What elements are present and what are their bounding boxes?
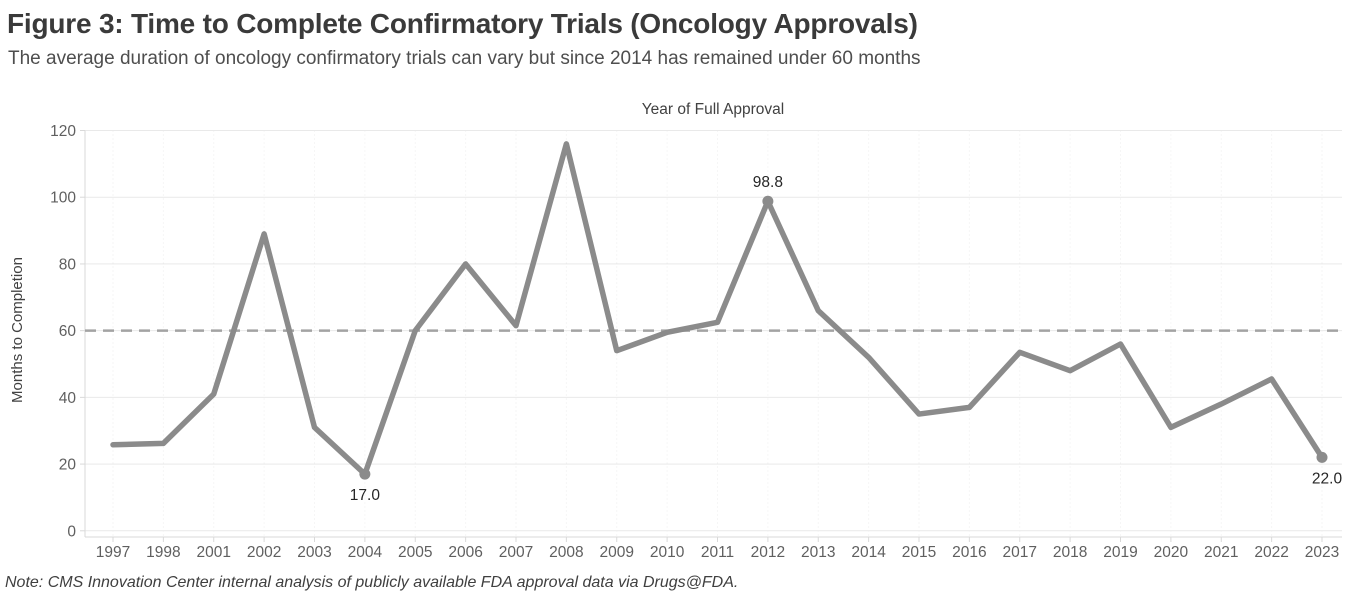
x-tick-label: 2021 xyxy=(1204,544,1238,561)
x-tick-label: 2019 xyxy=(1103,544,1137,561)
x-tick-label: 1998 xyxy=(146,544,180,561)
data-point-marker xyxy=(359,468,371,480)
data-point-label: 22.0 xyxy=(1312,470,1343,487)
x-tick-label: 2022 xyxy=(1254,544,1288,561)
x-tick-label: 2020 xyxy=(1154,544,1189,561)
y-axis-title: Months to Completion xyxy=(9,257,26,403)
y-tick-label: 20 xyxy=(59,457,77,474)
x-tick-label: 2016 xyxy=(952,544,986,561)
x-tick-label: 2001 xyxy=(197,544,231,561)
x-tick-label: 2007 xyxy=(499,544,533,561)
plot-area: 0 20 40 60 80 100 120 1997 1998 2001 2002 2003 2004 2… xyxy=(50,123,1342,561)
y-tick-label: 60 xyxy=(59,323,77,340)
x-tick-label: 2006 xyxy=(448,544,482,561)
x-tick-label: 2003 xyxy=(297,544,331,561)
x-tick-label: 2015 xyxy=(902,544,936,561)
x-tick-label: 2002 xyxy=(247,544,281,561)
y-tick-label: 80 xyxy=(59,256,77,273)
x-tick-label: 2005 xyxy=(398,544,432,561)
x-tick-label: 2012 xyxy=(751,544,785,561)
x-tick-label: 2014 xyxy=(851,544,886,561)
x-axis-title: Year of Full Approval xyxy=(642,101,784,118)
x-tick-label: 2013 xyxy=(801,544,835,561)
y-tick-label: 120 xyxy=(50,123,76,140)
x-tick-label: 2008 xyxy=(549,544,583,561)
data-point-marker xyxy=(762,195,774,207)
figure-title: Figure 3: Time to Complete Confirmatory … xyxy=(7,8,918,39)
x-tick-label: 2018 xyxy=(1053,544,1087,561)
x-tick-label: 2011 xyxy=(701,544,734,561)
x-tick-label: 2017 xyxy=(1003,544,1037,561)
figure-subtitle: The average duration of oncology confirm… xyxy=(8,48,921,69)
line-chart: Year of Full Approval Months to Completi… xyxy=(9,101,1342,561)
y-tick-label: 40 xyxy=(59,390,77,407)
x-tick-label: 2009 xyxy=(600,544,634,561)
x-tick-label: 2010 xyxy=(650,544,685,561)
x-tick-label: 2004 xyxy=(348,544,383,561)
data-point-label: 98.8 xyxy=(753,174,783,191)
source-note: Note: CMS Innovation Center internal ana… xyxy=(5,574,739,591)
trend-line xyxy=(110,141,1325,477)
y-tick-label: 0 xyxy=(67,523,76,540)
x-tick-label: 1997 xyxy=(96,544,130,561)
data-point-label: 17.0 xyxy=(350,487,381,504)
x-tick-label: 2023 xyxy=(1305,544,1339,561)
y-tick-label: 100 xyxy=(50,190,76,207)
data-point-marker xyxy=(1316,451,1328,463)
